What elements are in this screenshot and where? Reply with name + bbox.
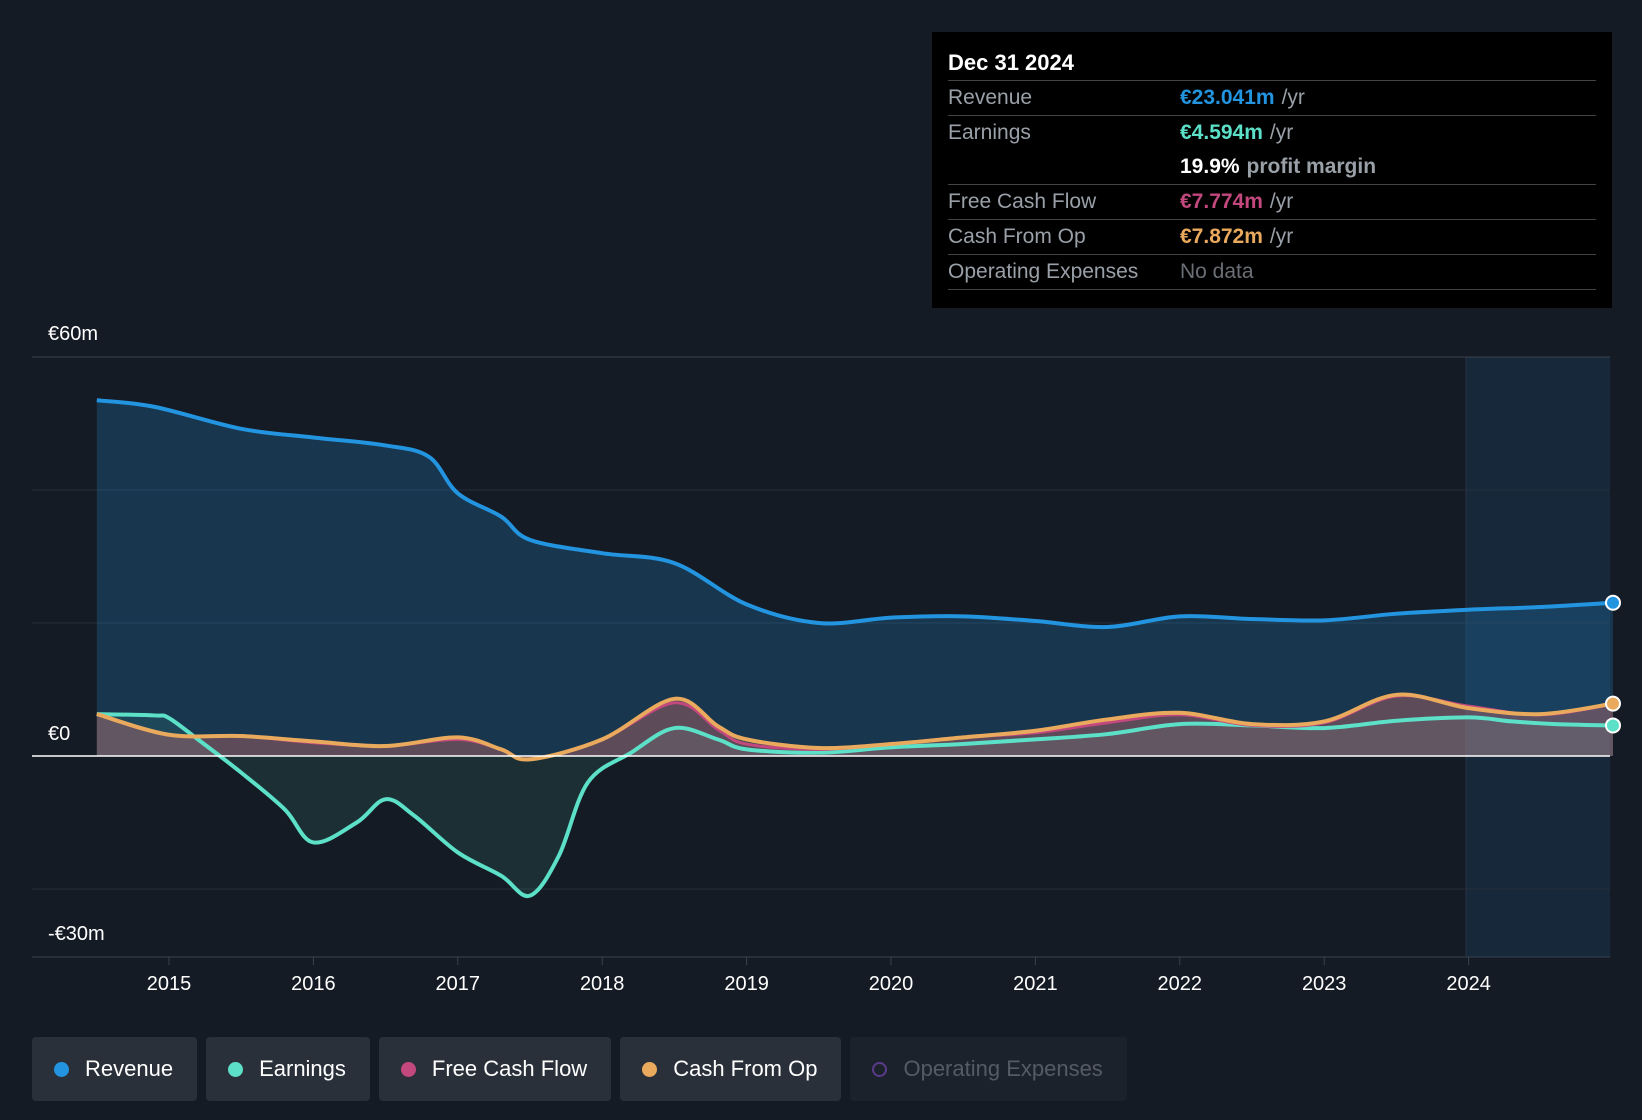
x-tick-label: 2021	[1013, 973, 1058, 995]
tooltip-value: No data	[1180, 260, 1254, 283]
free-cash-flow-area	[96, 695, 1613, 760]
series-lines	[96, 398, 1614, 899]
free-cash-flow-dot-icon	[400, 1061, 416, 1077]
x-tick-label: 2017	[436, 973, 481, 995]
tooltip-label: Earnings	[948, 121, 1031, 144]
x-tick-label: 2023	[1302, 973, 1347, 995]
x-tick-label: 2018	[580, 973, 625, 995]
earnings-area	[96, 714, 1613, 897]
tooltip-value: €7.872m	[1180, 225, 1263, 248]
tooltip-row-cash-from-op: Cash From Op €7.872m /yr	[948, 220, 1596, 255]
tooltip-row-earnings: Earnings €4.594m /yr	[948, 116, 1596, 150]
series-areas	[96, 400, 1613, 897]
series-endpoints	[1605, 594, 1621, 734]
legend-label: Free Cash Flow	[431, 1056, 588, 1081]
cash-from-op-endpoint	[1605, 695, 1621, 712]
tooltip-date: Dec 31 2024	[948, 46, 1596, 81]
tooltip-unit: profit margin	[1246, 155, 1377, 178]
x-tick-label: 2024	[1446, 973, 1491, 995]
x-tick-label: 2022	[1158, 973, 1203, 995]
cash-from-op-line	[96, 692, 1614, 762]
tooltip-label: Revenue	[948, 86, 1033, 109]
y-label-top: €60m	[48, 323, 98, 345]
legend-label: Revenue	[85, 1056, 174, 1081]
tooltip-value: €7.774m	[1180, 190, 1263, 213]
cash-from-op-dot-icon	[642, 1061, 658, 1077]
revenue-area	[96, 400, 1613, 756]
x-tick-label: 2020	[869, 973, 914, 995]
legend: Revenue Earnings Free Cash Flow Cash Fro…	[32, 1037, 1127, 1101]
earnings-line	[96, 712, 1614, 899]
tooltip-label: Cash From Op	[948, 225, 1086, 248]
tooltip-row-free-cash-flow: Free Cash Flow €7.774m /yr	[948, 185, 1596, 220]
tooltip-unit: /yr	[1281, 86, 1305, 109]
x-tick-label: 2015	[147, 973, 192, 995]
legend-item-revenue[interactable]: Revenue	[32, 1037, 198, 1101]
forecast-shade	[1466, 357, 1610, 957]
earnings-endpoint	[1605, 717, 1621, 734]
tooltip-row-revenue: Revenue €23.041m /yr	[948, 81, 1596, 116]
tooltip-unit: /yr	[1269, 225, 1294, 248]
legend-item-operating-expenses[interactable]: Operating Expenses	[850, 1037, 1127, 1101]
legend-item-earnings[interactable]: Earnings	[206, 1037, 370, 1101]
tooltip-value: 19.9%	[1180, 155, 1240, 178]
revenue-line	[96, 398, 1614, 630]
legend-item-cash-from-op[interactable]: Cash From Op	[620, 1037, 842, 1101]
tooltip-unit: /yr	[1269, 121, 1294, 144]
tooltip-row-profit-margin: 19.9% profit margin	[948, 150, 1596, 185]
x-axis-ticks: 2015 2016 2017 2018 2019 2020 2021 2022 2023 2024	[147, 957, 1491, 995]
tooltip-label: Operating Expenses	[948, 260, 1139, 283]
legend-item-free-cash-flow[interactable]: Free Cash Flow	[378, 1037, 612, 1101]
x-tick-label: 2016	[291, 973, 336, 995]
legend-label: Earnings	[259, 1056, 346, 1081]
tooltip-value: €4.594m	[1180, 121, 1263, 144]
revenue-endpoint	[1605, 594, 1621, 611]
tooltip-panel: Dec 31 2024 Revenue €23.041m /yr Earning…	[932, 32, 1612, 308]
tooltip-value: €23.041m	[1180, 86, 1275, 109]
legend-label: Cash From Op	[673, 1056, 818, 1081]
tooltip-label: Free Cash Flow	[948, 190, 1097, 213]
x-tick-label: 2019	[724, 973, 769, 995]
tooltip-row-operating-expenses: Operating Expenses No data	[948, 255, 1596, 290]
tooltip-unit: /yr	[1269, 190, 1294, 213]
y-label-zero: €0	[48, 723, 70, 745]
revenue-dot-icon	[54, 1061, 69, 1077]
y-label-bottom: -€30m	[48, 923, 105, 945]
legend-label: Operating Expenses	[903, 1056, 1103, 1081]
earnings-dot-icon	[228, 1061, 244, 1077]
operating-expenses-ring-icon	[872, 1061, 888, 1077]
